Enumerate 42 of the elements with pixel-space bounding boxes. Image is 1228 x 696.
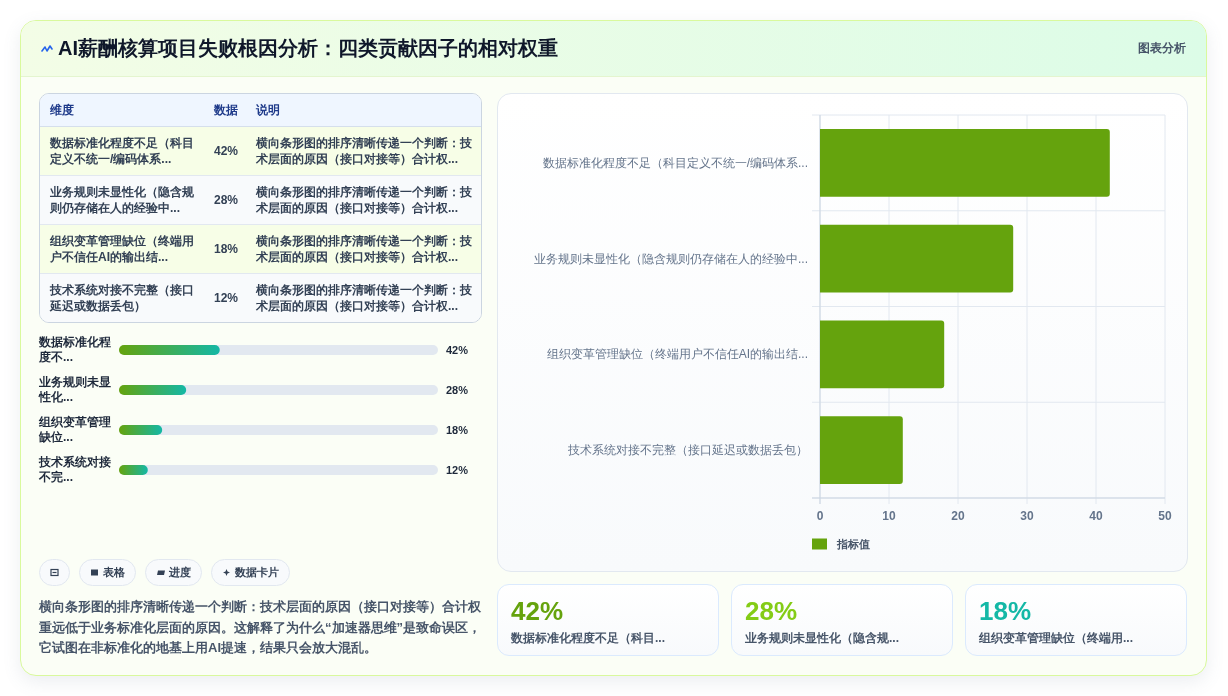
x-tick-label: 10 <box>882 509 896 523</box>
data-label: 28% <box>745 596 798 626</box>
data-label: 18% <box>979 596 1032 626</box>
data-label: 18% <box>214 241 240 257</box>
y-tick-label: 组织变革管理缺位（终端用户不信任AI的输出结... <box>546 347 808 362</box>
y-tick-label: 数据标准化程度不足（科目定义不统一/编码体系... <box>542 155 808 170</box>
y-tick-label: 组织变革管理缺位... <box>39 415 112 445</box>
data-label: 18% <box>446 423 469 438</box>
text: 横向条形图的排序清晰传递一个判断：技术层面的原因（接口对接等）合计权重远低于业务标准化层面的原因。这解释了为什么“加速器思维”是致命误区，它试图在非标准化的地基上用AI提速，结果只会放大混乱。 <box>39 598 482 657</box>
y-tick-label: 业务规则未显性化... <box>39 375 112 405</box>
legend-label: 指标值 <box>836 538 870 550</box>
text: 图表分析 <box>1138 40 1186 57</box>
x-tick-label: 0 <box>816 509 824 523</box>
data-label: 42% <box>446 343 469 358</box>
y-tick-label: 数据标准化程度不... <box>39 335 112 365</box>
x-tick-label: 40 <box>1089 509 1103 523</box>
category-label: 表格 <box>103 565 125 580</box>
y-tick-label: 技术系统对接不完整（接口延迟或数据丢包） <box>567 443 808 458</box>
text: 数据 <box>214 102 238 119</box>
x-tick-label: 30 <box>1020 509 1034 523</box>
category-label: 数据卡片 <box>235 565 279 580</box>
text: 横向条形图的排序清晰传递一个判断：技术层面的原因（接口对接等）合计权... <box>256 233 473 265</box>
data-label: 12% <box>446 463 469 478</box>
category-label: 数据标准化程度不足（科目... <box>511 630 666 646</box>
data-label: 42% <box>214 143 240 159</box>
text: 横向条形图的排序清晰传递一个判断：技术层面的原因（接口对接等）合计权... <box>256 282 473 314</box>
y-tick-label: 业务规则未显性化（隐含规则仍存储在人的经验中... <box>533 251 808 266</box>
category-label: 进度 <box>169 565 191 580</box>
x-tick-label: 50 <box>1158 509 1172 523</box>
text: 横向条形图的排序清晰传递一个判断：技术层面的原因（接口对接等）合计权... <box>256 135 473 167</box>
data-label: 42% <box>511 596 564 626</box>
data-label: 28% <box>214 192 240 208</box>
text: AI薪酬核算项目失败根因分析：四类贡献因子的相对权重 <box>58 36 558 61</box>
category-label: 组织变革管理缺位（终端用... <box>979 630 1134 646</box>
y-tick-label: 技术系统对接不完... <box>39 455 112 485</box>
text: 说明 <box>256 102 280 119</box>
data-label: 28% <box>446 383 469 398</box>
text: 横向条形图的排序清晰传递一个判断：技术层面的原因（接口对接等）合计权... <box>256 184 473 216</box>
text: 维度 <box>50 102 74 119</box>
category-label: 业务规则未显性化（隐含规... <box>745 630 900 646</box>
data-label: 12% <box>214 290 240 306</box>
x-tick-label: 20 <box>951 509 965 523</box>
